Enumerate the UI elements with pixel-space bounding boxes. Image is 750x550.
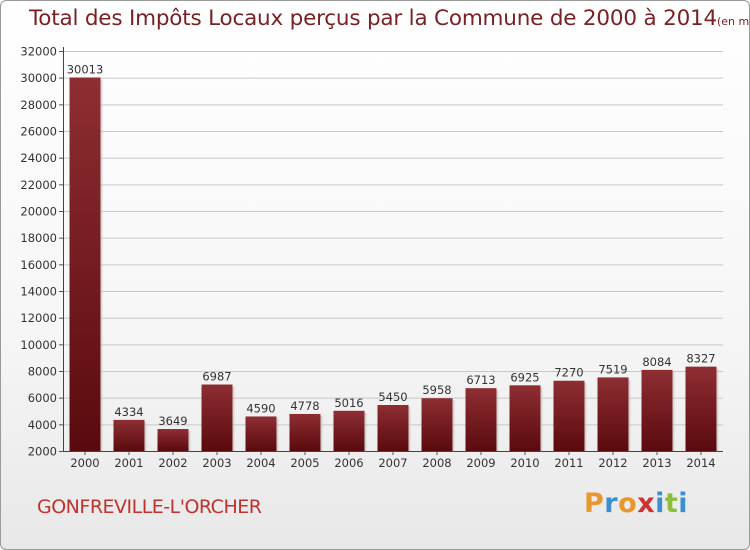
- x-tick-label: 2001: [114, 456, 143, 470]
- bar: [597, 377, 629, 451]
- bar: [685, 366, 717, 451]
- y-tick-label: 12000: [20, 311, 57, 325]
- bar: [157, 429, 189, 451]
- logo-letter: x: [637, 488, 656, 519]
- data-label: 6713: [466, 373, 495, 387]
- bar: [69, 77, 101, 451]
- y-tick-label: 32000: [20, 45, 57, 59]
- data-label: 4590: [246, 401, 275, 415]
- bar: [641, 369, 673, 451]
- y-tick-label: 20000: [20, 205, 57, 219]
- bar: [421, 398, 453, 451]
- y-tick-label: 2000: [28, 445, 57, 459]
- data-label: 7270: [554, 366, 583, 380]
- y-tick-label: 8000: [28, 365, 57, 379]
- axes: [59, 47, 723, 455]
- data-label: 6925: [510, 370, 539, 384]
- data-label: 3649: [158, 414, 187, 428]
- chart-title-unit: (en milliers d'€): [717, 15, 750, 28]
- x-tick-label: 2002: [158, 456, 187, 470]
- data-label: 8327: [686, 352, 715, 366]
- y-tick-label: 24000: [20, 151, 57, 165]
- y-tick-label: 10000: [20, 338, 57, 352]
- y-tick-label: 4000: [28, 418, 57, 432]
- y-tick-label: 26000: [20, 125, 57, 139]
- logo-letter: i: [678, 488, 689, 519]
- y-tick-label: 14000: [20, 285, 57, 299]
- data-label: 8084: [642, 355, 671, 369]
- logo-letter: P: [584, 488, 605, 519]
- bar: [509, 385, 541, 451]
- chart-title-main: Total des Impôts Locaux perçus par la Co…: [29, 6, 717, 31]
- proxiti-logo: Proxiti: [584, 488, 688, 519]
- data-label: 5450: [378, 390, 407, 404]
- logo-letter: o: [618, 488, 638, 519]
- bar: [377, 405, 409, 451]
- y-tick-label: 22000: [20, 178, 57, 192]
- logo-letter: r: [604, 488, 619, 519]
- y-tick-label: 18000: [20, 231, 57, 245]
- bar: [333, 410, 365, 451]
- x-tick-label: 2004: [246, 456, 275, 470]
- x-tick-label: 2006: [334, 456, 363, 470]
- x-tick-label: 2011: [554, 456, 583, 470]
- x-tick-label: 2005: [290, 456, 319, 470]
- data-label: 6987: [202, 370, 231, 384]
- x-tick-label: 2013: [642, 456, 671, 470]
- data-label: 7519: [598, 362, 627, 376]
- x-tick-label: 2012: [598, 456, 627, 470]
- y-tick-label: 30000: [20, 71, 57, 85]
- y-tick-label: 16000: [20, 258, 57, 272]
- y-tick-label: 28000: [20, 98, 57, 112]
- bar: [289, 413, 321, 451]
- logo-letter: t: [664, 488, 679, 519]
- y-tick-label: 6000: [28, 391, 57, 405]
- x-tick-label: 2010: [510, 456, 539, 470]
- x-tick-label: 2009: [466, 456, 495, 470]
- bar: [245, 416, 277, 451]
- data-label: 4778: [290, 399, 319, 413]
- chart-title: Total des Impôts Locaux perçus par la Co…: [29, 6, 750, 31]
- bar: [465, 388, 497, 451]
- commune-name: GONFREVILLE-L'ORCHER: [37, 496, 262, 518]
- labels: 2000 4000 6000 8000 10000 12000 14000 16000 1800…: [20, 45, 715, 471]
- data-label: 30013: [67, 62, 104, 76]
- x-tick-label: 2008: [422, 456, 451, 470]
- bar: [113, 419, 145, 451]
- x-tick-label: 2007: [378, 456, 407, 470]
- x-tick-label: 2000: [70, 456, 99, 470]
- data-label: 4334: [114, 405, 143, 419]
- x-tick-label: 2003: [202, 456, 231, 470]
- bar: [201, 384, 233, 451]
- data-label: 5016: [334, 396, 363, 410]
- data-label: 5958: [422, 383, 451, 397]
- x-tick-label: 2014: [686, 456, 715, 470]
- bar: [553, 380, 585, 451]
- logo-letter: i: [655, 488, 665, 519]
- bars: [69, 77, 719, 451]
